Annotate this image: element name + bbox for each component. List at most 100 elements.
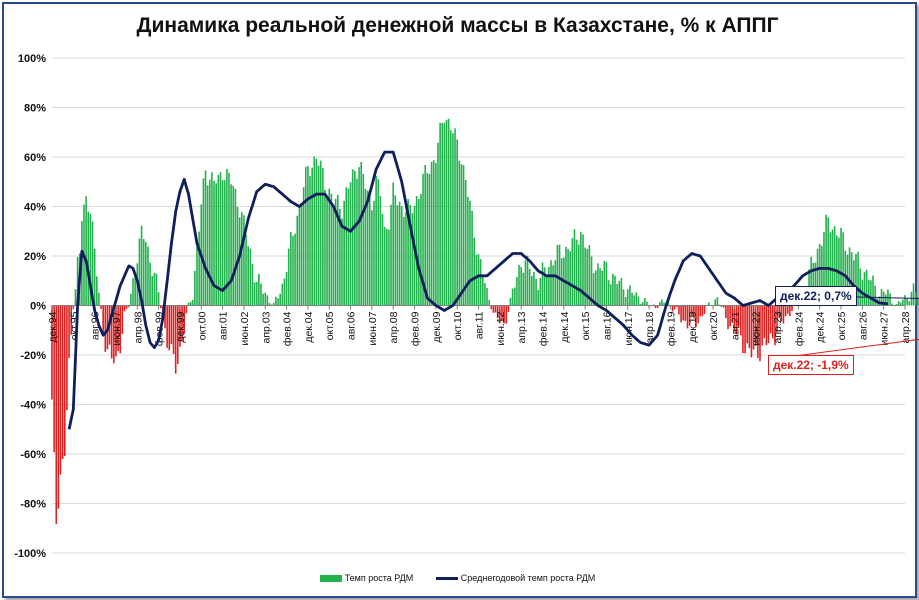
bar [351,169,354,306]
bar [189,301,192,306]
bar [226,168,228,306]
bar [701,305,704,317]
bar [484,282,486,306]
bar [407,199,409,306]
x-tick-label: апр.03 [260,311,272,343]
x-tick-label: авг.21 [729,311,741,340]
bar [607,280,610,306]
bar [550,260,552,306]
x-tick-label: авг.26 [857,311,869,340]
bars [51,118,919,524]
bar [588,245,591,306]
bar [339,209,341,306]
bar [902,299,904,306]
bar [183,305,186,334]
bar [324,189,326,306]
bar [818,243,821,306]
bar [644,298,646,306]
bar [761,305,763,346]
y-tick-label: 40% [24,202,46,214]
y-tick-label: 100% [18,53,46,65]
bar [292,235,294,306]
bar [763,305,766,339]
bar [714,299,717,306]
x-tick-label: дек.99 [175,311,187,342]
x-tick-label: окт.25 [836,311,848,340]
bar [123,305,126,312]
bar [247,246,249,306]
bar [215,183,218,306]
bar [889,293,891,306]
bar [300,203,303,306]
bar [279,293,281,306]
bar [784,305,787,317]
bar [612,273,614,306]
x-tick-label: авг.96 [90,311,102,340]
bar [671,305,674,312]
bar [392,182,394,306]
bar [473,237,476,306]
bar [458,160,461,306]
bar [863,272,866,306]
bar [145,241,147,306]
bar [716,297,719,306]
bar [848,247,851,306]
bar [518,264,520,306]
bar [513,287,516,306]
bar [170,305,173,345]
bar [720,305,723,307]
bar [277,298,279,306]
bar [377,179,380,306]
legend-label-bars: Темп роста РДМ [344,572,414,583]
bar [697,305,699,324]
bar [191,299,194,306]
bar [311,167,313,306]
bar [471,210,473,306]
bar [230,184,232,306]
bar [658,301,661,306]
bar [814,262,817,306]
bar [812,262,815,306]
x-tick-label: июн.12 [495,311,507,345]
line-average-growth [67,150,889,430]
bar [686,305,689,329]
bar [486,288,488,306]
bar [417,199,420,306]
bar [121,305,124,335]
bar [771,305,774,339]
x-tick-label: фев.19 [665,311,677,346]
bar [174,305,177,374]
bar [622,289,625,306]
bar [739,305,742,336]
bar [287,248,290,306]
bar [882,291,885,306]
bar [565,246,567,306]
bar [166,305,168,348]
bar [840,227,842,306]
bar [349,182,352,306]
legend-item-line: Среднегодовой темп роста РДМ [435,573,595,583]
bar [733,305,736,332]
bar [571,238,574,306]
bar [366,190,369,306]
bar [217,174,220,306]
bar [586,248,589,306]
bar [577,244,580,306]
bar [618,280,621,306]
bar [409,204,412,306]
bar [360,162,363,306]
bar [115,305,117,357]
bar [61,305,64,460]
bar [59,305,62,475]
bar [168,305,171,351]
x-tick-label: дек.19 [687,311,699,342]
bar [782,305,785,324]
legend-swatch-bars [319,574,342,582]
x-tick-label: фев.04 [282,311,294,346]
bar [503,305,505,324]
bar [198,231,200,306]
bar [266,295,269,306]
bar [209,179,211,306]
bar [637,296,640,306]
bar [130,293,132,306]
